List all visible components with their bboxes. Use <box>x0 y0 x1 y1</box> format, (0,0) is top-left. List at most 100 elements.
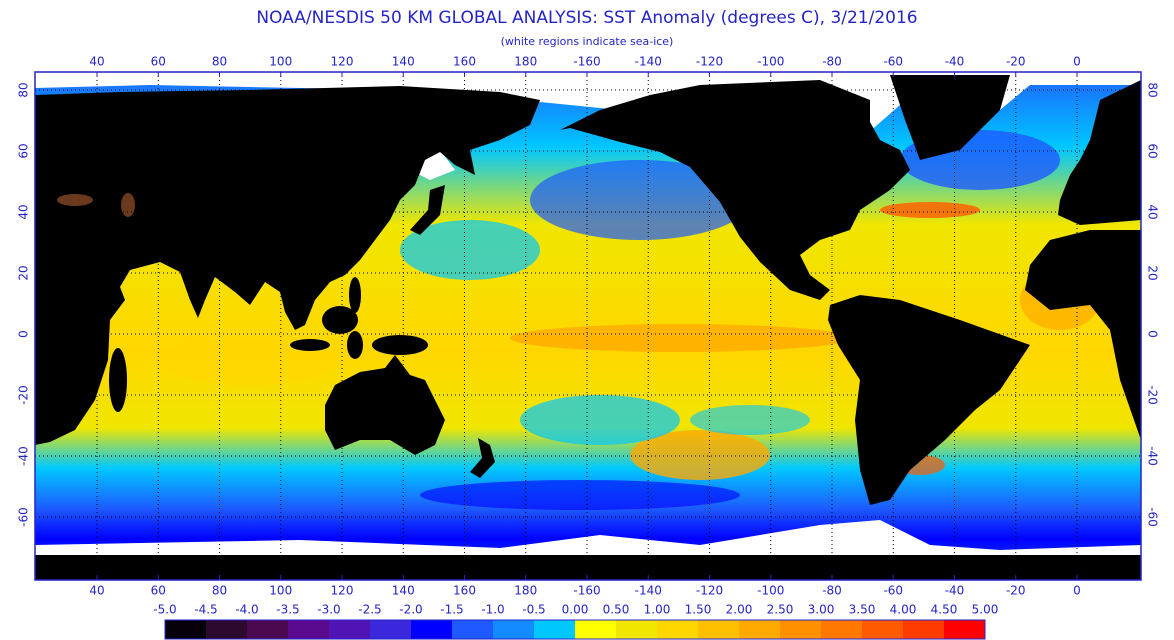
lon-label-bottom: 120 <box>331 584 354 598</box>
lon-label-top: 0 <box>1073 55 1081 69</box>
colorbar-label: -3.0 <box>317 603 340 617</box>
lon-label-top: -80 <box>822 55 842 69</box>
colorbar-label: -3.5 <box>276 603 299 617</box>
lon-label-bottom: -140 <box>635 584 662 598</box>
colorbar-swatch <box>739 620 780 639</box>
colorbar-swatch <box>657 620 698 639</box>
lat-label-left: -40 <box>17 446 31 466</box>
inland-water <box>57 193 135 217</box>
colorbar-label: 3.00 <box>808 603 835 617</box>
colorbar-swatch <box>862 620 903 639</box>
lon-label-bottom: 160 <box>453 584 476 598</box>
lon-label-top: 140 <box>392 55 415 69</box>
colorbar-swatch <box>698 620 739 639</box>
colorbar-label: 5.00 <box>972 603 999 617</box>
colorbar-swatch <box>780 620 821 639</box>
subtitle: (white regions indicate sea-ice) <box>501 35 674 48</box>
lon-label-bottom: 100 <box>269 584 292 598</box>
lon-label-bottom: -40 <box>945 584 965 598</box>
lon-label-top: 180 <box>514 55 537 69</box>
colorbar: -5.0 -4.5 -4.0 -3.5 -3.0 -2.5 -2.0 -1.5 -1.0 -0.5… <box>153 603 998 640</box>
colorbar-label: 0.00 <box>562 603 589 617</box>
lon-label-bottom: 60 <box>151 584 166 598</box>
colorbar-swatch <box>247 620 288 639</box>
graticule <box>35 72 1141 580</box>
lon-label-bottom: -20 <box>1006 584 1026 598</box>
lon-label-top: -40 <box>945 55 965 69</box>
colorbar-label: -5.0 <box>153 603 176 617</box>
lon-label-top: -140 <box>635 55 662 69</box>
colorbar-label: 2.00 <box>726 603 753 617</box>
colorbar-swatch <box>411 620 452 639</box>
lat-label-left: -60 <box>17 507 31 527</box>
colorbar-swatch <box>452 620 493 639</box>
title: NOAA/NESDIS 50 KM GLOBAL ANALYSIS: SST A… <box>256 8 917 28</box>
lat-label-left: 0 <box>17 330 31 338</box>
colorbar-label: -4.5 <box>194 603 217 617</box>
lon-label-top: 160 <box>453 55 476 69</box>
lat-label-left: 20 <box>17 265 31 280</box>
lon-label-bottom: -60 <box>883 584 903 598</box>
colorbar-label: 1.50 <box>685 603 712 617</box>
lon-label-top: 40 <box>89 55 104 69</box>
colorbar-label: 0.50 <box>603 603 630 617</box>
lon-label-bottom: 40 <box>89 584 104 598</box>
lat-label-left: -20 <box>17 385 31 405</box>
land <box>35 75 1141 580</box>
lon-label-bottom: 140 <box>392 584 415 598</box>
lat-label-right: 40 <box>1146 204 1160 219</box>
map-frame <box>34 71 1142 581</box>
colorbar-swatch <box>821 620 862 639</box>
colorbar-label: -2.0 <box>399 603 422 617</box>
lat-label-right: 20 <box>1146 265 1160 280</box>
lat-label-left: 60 <box>17 143 31 158</box>
lon-label-bottom: 0 <box>1073 584 1081 598</box>
colorbar-label: -1.5 <box>440 603 463 617</box>
lon-label-top: 100 <box>269 55 292 69</box>
lon-label-top: 120 <box>331 55 354 69</box>
lon-label-top: 80 <box>212 55 227 69</box>
lon-label-top: -100 <box>757 55 784 69</box>
colorbar-swatch <box>903 620 944 639</box>
colorbar-label: -2.5 <box>358 603 381 617</box>
lat-label-right: -40 <box>1146 446 1160 466</box>
lon-label-bottom: -120 <box>696 584 723 598</box>
colorbar-label: 4.00 <box>890 603 917 617</box>
lat-label-left: 80 <box>17 82 31 97</box>
colorbar-swatch <box>493 620 534 639</box>
colorbar-swatch <box>575 620 616 639</box>
lon-label-top: -120 <box>696 55 723 69</box>
colorbar-swatch <box>534 620 575 639</box>
lon-label-bottom: -80 <box>822 584 842 598</box>
colorbar-label: 1.00 <box>644 603 671 617</box>
lon-label-top: -160 <box>573 55 600 69</box>
colorbar-swatch <box>370 620 411 639</box>
axis-labels: 40 40 60 60 80 80 100 100 120 120 140 140 160 160 180 1… <box>17 55 1160 598</box>
colorbar-swatch <box>288 620 329 639</box>
lon-label-top: -20 <box>1006 55 1026 69</box>
colorbar-label: 2.50 <box>767 603 794 617</box>
lon-label-bottom: 80 <box>212 584 227 598</box>
lat-label-right: -60 <box>1146 507 1160 527</box>
colorbar-swatch <box>165 620 206 639</box>
colorbar-label: 4.50 <box>931 603 958 617</box>
colorbar-label: 3.50 <box>849 603 876 617</box>
colorbar-swatch <box>944 620 985 639</box>
lon-label-bottom: -100 <box>757 584 784 598</box>
lon-label-bottom: 180 <box>514 584 537 598</box>
lat-label-right: 60 <box>1146 143 1160 158</box>
colorbar-frame <box>164 619 986 640</box>
lon-label-bottom: -160 <box>573 584 600 598</box>
lat-label-left: 40 <box>17 204 31 219</box>
colorbar-label: -4.0 <box>235 603 258 617</box>
lat-label-right: 80 <box>1146 82 1160 97</box>
lon-label-top: 60 <box>151 55 166 69</box>
colorbar-swatch <box>206 620 247 639</box>
colorbar-label: -1.0 <box>481 603 504 617</box>
colorbar-swatch <box>616 620 657 639</box>
colorbar-label: -0.5 <box>522 603 545 617</box>
lat-label-right: 0 <box>1146 330 1160 338</box>
lat-label-right: -20 <box>1146 385 1160 405</box>
colorbar-swatch <box>329 620 370 639</box>
